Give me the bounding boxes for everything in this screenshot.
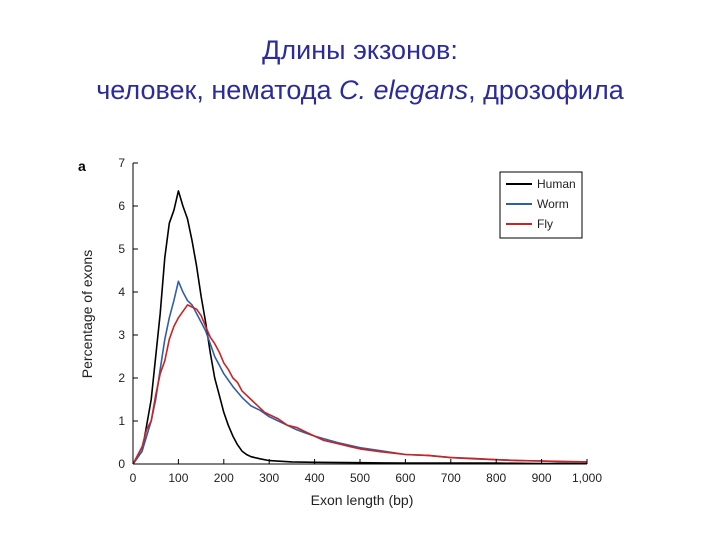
series-line-fly bbox=[132, 304, 588, 465]
x-tick-label: 0 bbox=[130, 471, 137, 485]
y-tick-label: 3 bbox=[118, 328, 125, 342]
x-tick-label: 400 bbox=[305, 471, 325, 485]
ticks-layer: 0 100 200 300 400 500 600 700 800 900 1,000 0 1 2 3 4 5 6… bbox=[118, 156, 602, 485]
y-tick-label: 4 bbox=[118, 285, 125, 299]
y-tick-label: 7 bbox=[118, 156, 125, 170]
legend-label-worm: Worm bbox=[537, 197, 569, 211]
title-suffix: , дрозофила bbox=[468, 75, 624, 105]
title-prefix: человек, нематода bbox=[96, 75, 340, 105]
y-tick-label: 0 bbox=[118, 457, 125, 471]
slide-title-line-2: человек, нематода C. elegans, дрозофила bbox=[0, 70, 720, 110]
panel-label: a bbox=[78, 158, 86, 174]
x-tick-label: 700 bbox=[441, 471, 461, 485]
title-species-italic: C. elegans bbox=[339, 75, 469, 105]
series-line-worm bbox=[132, 280, 587, 465]
x-tick-label: 800 bbox=[486, 471, 506, 485]
series-layer bbox=[132, 190, 588, 465]
legend: Human Worm Fly bbox=[499, 171, 583, 239]
y-tick-label: 1 bbox=[118, 414, 125, 428]
x-tick-label: 100 bbox=[168, 471, 188, 485]
x-tick-label: 300 bbox=[259, 471, 279, 485]
legend-label-fly: Fly bbox=[537, 217, 553, 231]
y-tick-label: 2 bbox=[118, 371, 125, 385]
y-tick-label: 5 bbox=[118, 242, 125, 256]
series-line-human bbox=[132, 190, 587, 465]
x-tick-label: 900 bbox=[532, 471, 552, 485]
x-tick-label: 600 bbox=[395, 471, 415, 485]
x-axis-title: Exon length (bp) bbox=[311, 492, 414, 508]
x-tick-label: 500 bbox=[350, 471, 370, 485]
y-axis-title: Percentage of exons bbox=[79, 250, 95, 378]
legend-label-human: Human bbox=[537, 177, 576, 191]
x-tick-label: 200 bbox=[214, 471, 234, 485]
slide-title-line-1: Длины экзонов: bbox=[262, 35, 458, 65]
x-tick-label: 1,000 bbox=[572, 471, 602, 485]
slide-title: Длины экзонов: человек, нематода C. eleg… bbox=[0, 30, 720, 110]
y-tick-label: 6 bbox=[118, 199, 125, 213]
